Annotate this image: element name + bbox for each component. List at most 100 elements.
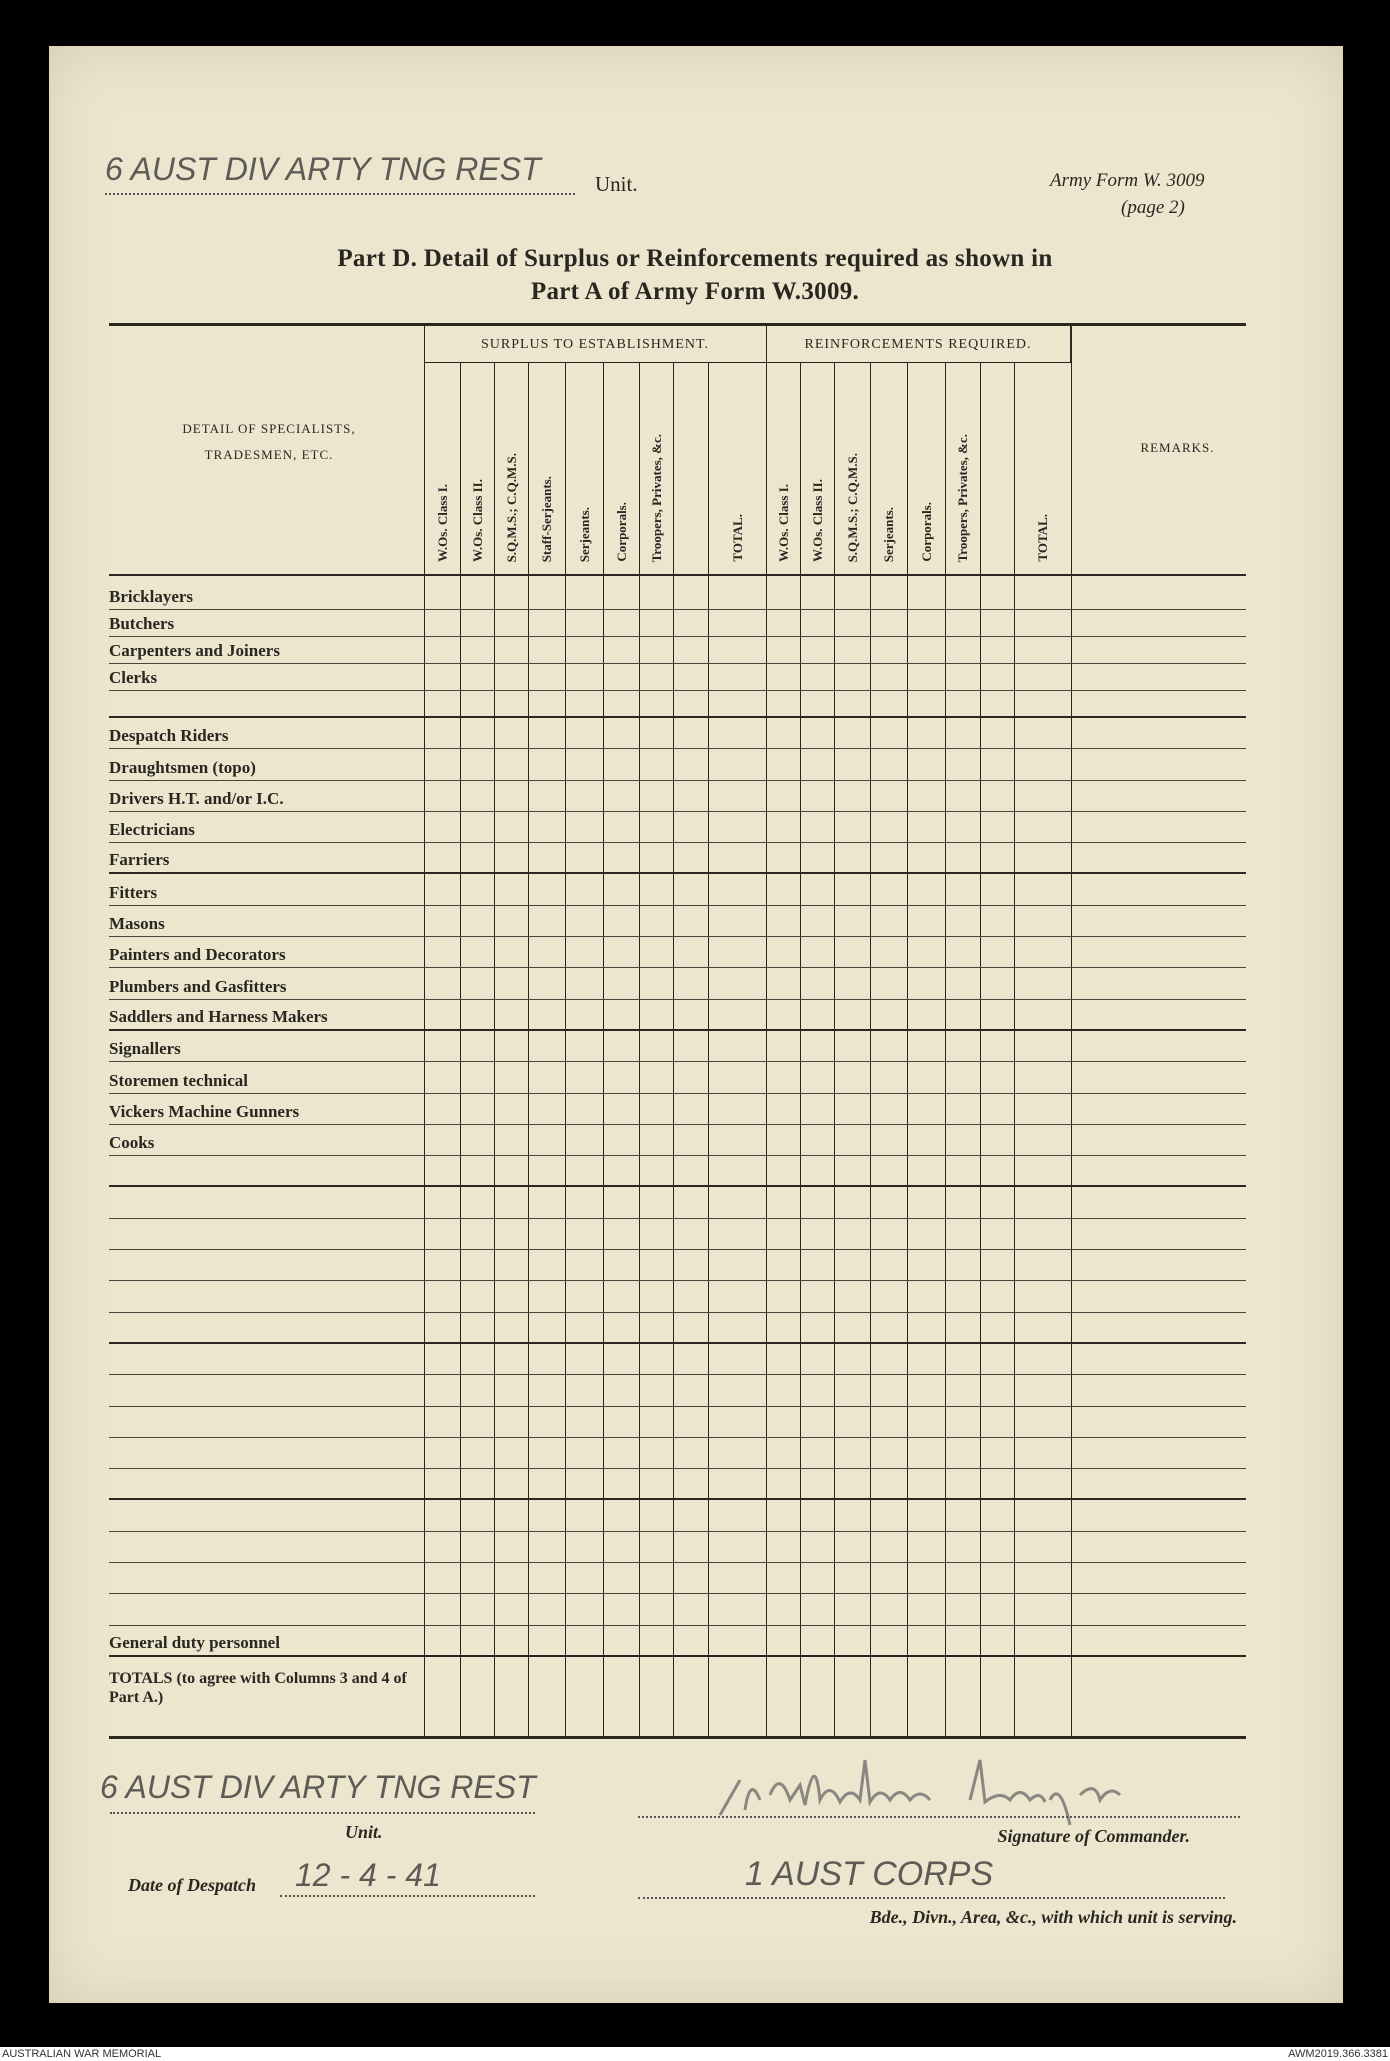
remarks-cell[interactable] (1071, 1469, 1246, 1498)
cell-divider (708, 968, 709, 999)
cell-divider (980, 780, 981, 811)
remarks-cell[interactable] (1071, 718, 1246, 748)
cell-divider (565, 1594, 566, 1625)
remarks-cell[interactable] (1071, 874, 1246, 904)
cell-divider (708, 576, 709, 609)
cell-divider (603, 1062, 604, 1093)
remarks-cell[interactable] (1071, 664, 1246, 690)
remarks-cell[interactable] (1071, 1626, 1246, 1655)
cell-divider (639, 780, 640, 811)
cell-divider (460, 718, 461, 749)
remarks-cell[interactable] (1071, 906, 1246, 936)
cell-divider (424, 905, 425, 937)
remarks-cell[interactable] (1071, 749, 1246, 779)
remarks-cell[interactable] (1071, 937, 1246, 967)
remarks-cell[interactable] (1071, 968, 1246, 998)
remarks-cell[interactable] (1071, 1219, 1246, 1249)
cell-divider (639, 1563, 640, 1594)
cell-divider (945, 937, 946, 968)
cell-divider (1014, 874, 1015, 905)
remarks-cell[interactable] (1071, 1532, 1246, 1562)
cell-divider (424, 1312, 425, 1342)
cell-divider (945, 1281, 946, 1312)
cell-divider (907, 1625, 908, 1655)
cell-divider (708, 843, 709, 873)
remarks-cell[interactable] (1071, 1125, 1246, 1155)
cell-divider (565, 1030, 566, 1062)
remarks-cell[interactable] (1071, 1156, 1246, 1185)
cell-divider (980, 1500, 981, 1531)
cell-divider (870, 811, 871, 843)
cell-divider (565, 664, 566, 690)
cell-divider (460, 1531, 461, 1563)
remarks-cell[interactable] (1071, 1407, 1246, 1437)
remarks-cell[interactable] (1071, 610, 1246, 636)
remarks-cell[interactable] (1071, 812, 1246, 842)
cell-divider (1071, 718, 1072, 749)
cell-divider (945, 1500, 946, 1531)
remarks-cell[interactable] (1071, 691, 1246, 716)
cell-divider (639, 1531, 640, 1563)
remarks-cell[interactable] (1071, 1344, 1246, 1374)
cell-divider (708, 718, 709, 749)
cell-divider (766, 1531, 767, 1563)
cell-divider (800, 1500, 801, 1531)
cell-divider (639, 1030, 640, 1062)
remarks-cell[interactable] (1071, 1375, 1246, 1405)
cell-divider (834, 1124, 835, 1156)
column-divider: W.Os. Class I. (766, 326, 800, 576)
remarks-cell[interactable] (1071, 781, 1246, 811)
cell-divider (708, 1500, 709, 1531)
cell-divider (980, 749, 981, 780)
cell-divider (603, 718, 604, 749)
cell-divider (766, 843, 767, 873)
remarks-cell[interactable] (1071, 1062, 1246, 1092)
cell-divider (870, 749, 871, 780)
remarks-cell[interactable] (1071, 1031, 1246, 1061)
remarks-cell[interactable] (1071, 843, 1246, 872)
remarks-cell[interactable] (1071, 1313, 1246, 1342)
cell-divider (673, 937, 674, 968)
cell-divider (800, 1469, 801, 1499)
table-row (109, 1563, 1246, 1595)
remarks-cell[interactable] (1071, 637, 1246, 663)
cell-divider (639, 1343, 640, 1375)
cell-divider (424, 1500, 425, 1531)
cell-divider (565, 780, 566, 811)
column-divider: W.Os. Class II. (800, 363, 834, 576)
cell-divider (708, 1469, 709, 1499)
cell-divider (766, 1124, 767, 1156)
cell-divider (639, 999, 640, 1029)
cell-divider (1071, 1625, 1072, 1655)
cell-divider (1014, 1531, 1015, 1563)
row-label: Farriers (109, 850, 170, 870)
cell-divider (766, 637, 767, 663)
remarks-cell[interactable] (1071, 1594, 1246, 1624)
cell-divider (565, 905, 566, 937)
remarks-cell[interactable] (1071, 1281, 1246, 1311)
remarks-cell[interactable] (1071, 1250, 1246, 1280)
cell-divider (766, 1656, 767, 1736)
totals-row: TOTALS (to agree with Columns 3 and 4 of… (109, 1656, 1246, 1736)
remarks-cell[interactable] (1071, 1094, 1246, 1124)
remarks-cell[interactable] (1071, 1187, 1246, 1217)
table-row: Storemen technical (109, 1062, 1246, 1094)
cell-divider (494, 1375, 495, 1406)
remarks-cell[interactable] (1071, 1438, 1246, 1468)
remarks-cell[interactable] (1071, 576, 1246, 609)
cell-divider (708, 937, 709, 968)
cell-divider (494, 1625, 495, 1655)
cell-divider (834, 749, 835, 780)
cell-divider (494, 718, 495, 749)
cell-divider (639, 576, 640, 609)
cell-divider (565, 1218, 566, 1250)
table-row: Draughtsmen (topo) (109, 749, 1246, 781)
remarks-cell[interactable] (1071, 1563, 1246, 1593)
cell-divider (528, 968, 529, 999)
cell-divider (945, 1093, 946, 1124)
cell-divider (603, 874, 604, 905)
cell-divider (424, 1594, 425, 1625)
cell-divider (766, 811, 767, 843)
remarks-cell[interactable] (1071, 1500, 1246, 1530)
remarks-cell[interactable] (1071, 1000, 1246, 1029)
